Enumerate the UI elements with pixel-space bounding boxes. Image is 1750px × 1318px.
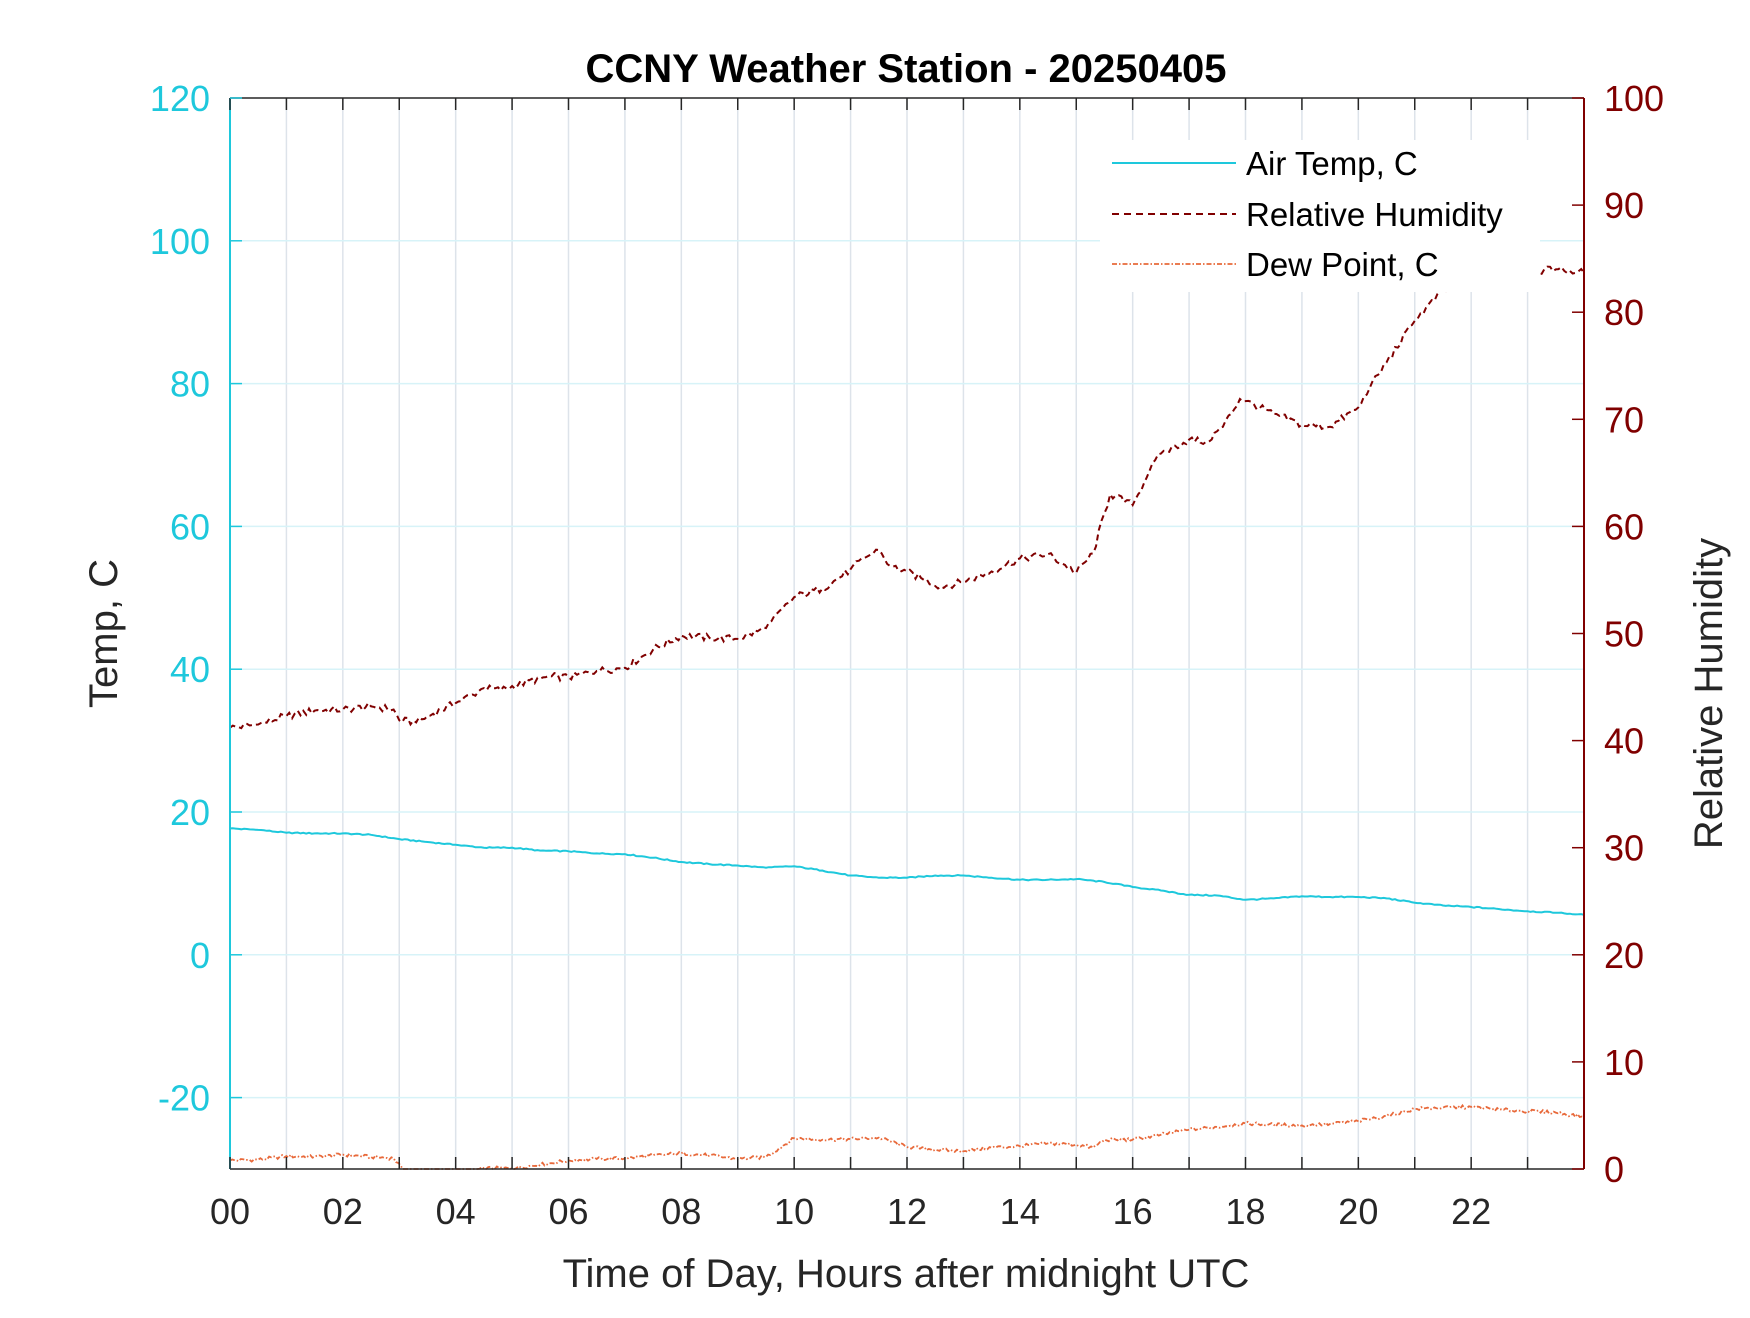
x-tick-label: 22 xyxy=(1451,1191,1491,1232)
y-axis-right-label: Relative Humidity xyxy=(1687,538,1731,849)
y-left-tick-label: 80 xyxy=(170,364,210,405)
legend-box xyxy=(1100,140,1540,292)
y-left-tick-label: 60 xyxy=(170,506,210,547)
x-tick-label: 18 xyxy=(1225,1191,1265,1232)
x-tick-label: 10 xyxy=(774,1191,814,1232)
legend-label-air-temp: Air Temp, C xyxy=(1246,145,1418,182)
legend-label-dew-point: Dew Point, C xyxy=(1246,246,1439,283)
x-tick-label: 08 xyxy=(661,1191,701,1232)
x-tick-label: 12 xyxy=(887,1191,927,1232)
y-left-tick-label: 0 xyxy=(190,935,210,976)
y-left-tick-label: 100 xyxy=(150,221,210,262)
y-right-tick-label: 30 xyxy=(1604,828,1644,869)
y-left-tick-label: 120 xyxy=(150,78,210,119)
y-axis-left-label: Temp, C xyxy=(82,559,126,708)
x-tick-label: 00 xyxy=(210,1191,250,1232)
y-right-tick-label: 50 xyxy=(1604,614,1644,655)
x-tick-label: 14 xyxy=(1000,1191,1040,1232)
y-right-tick-label: 100 xyxy=(1604,78,1664,119)
y-right-tick-label: 40 xyxy=(1604,721,1644,762)
x-tick-label: 06 xyxy=(548,1191,588,1232)
y-right-tick-label: 60 xyxy=(1604,506,1644,547)
axis-ticks: 00 02 04 06 08 10 12 14 16 18 20 22-200204060801001… xyxy=(150,78,1664,1232)
x-tick-label: 04 xyxy=(436,1191,476,1232)
y-right-tick-label: 70 xyxy=(1604,399,1644,440)
y-right-tick-label: 90 xyxy=(1604,185,1644,226)
x-axis-label: Time of Day, Hours after midnight UTC xyxy=(563,1252,1250,1296)
y-right-tick-label: 80 xyxy=(1604,292,1644,333)
relative-humidity-line xyxy=(229,265,1585,730)
y-right-tick-label: 0 xyxy=(1604,1149,1624,1190)
x-tick-label: 02 xyxy=(323,1191,363,1232)
y-left-tick-label: -20 xyxy=(158,1078,210,1119)
y-left-tick-label: 40 xyxy=(170,649,210,690)
chart-title: CCNY Weather Station - 20250405 xyxy=(586,47,1227,91)
air-temp-line xyxy=(229,827,1585,916)
grid xyxy=(230,98,1584,1169)
y-right-tick-label: 10 xyxy=(1604,1042,1644,1083)
legend: Air Temp, C Relative Humidity Dew Point,… xyxy=(1100,140,1540,292)
y-right-tick-label: 20 xyxy=(1604,935,1644,976)
y-left-tick-label: 20 xyxy=(170,792,210,833)
x-tick-label: 16 xyxy=(1113,1191,1153,1232)
legend-label-humidity: Relative Humidity xyxy=(1246,196,1503,233)
x-tick-label: 20 xyxy=(1338,1191,1378,1232)
